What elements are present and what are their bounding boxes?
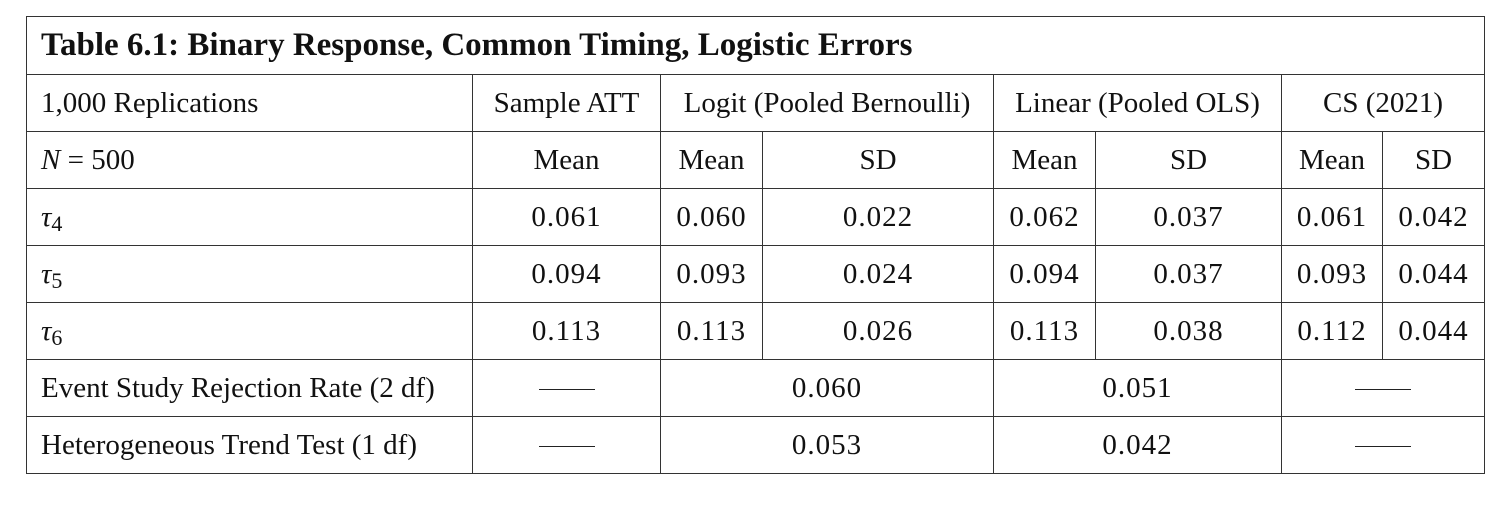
table-cell: 0.051 (993, 359, 1282, 417)
table-cell: 0.024 (762, 245, 994, 303)
sample-size-value: = 500 (60, 143, 135, 176)
table-cell: 0.022 (762, 188, 994, 246)
stat-header: Mean (993, 131, 1096, 189)
table-cell: 0.061 (1281, 188, 1383, 246)
table-cell: 0.042 (993, 416, 1282, 474)
table-cell: 0.112 (1281, 302, 1383, 360)
sample-size-label: N = 500 (26, 131, 473, 189)
table-cell: 0.062 (993, 188, 1096, 246)
empty-cell-dash (472, 416, 661, 474)
header-row-stats: N = 500 Mean Mean SD Mean SD Mean SD (26, 131, 1486, 189)
table-cell: 0.113 (993, 302, 1096, 360)
row-label: τ4 (26, 188, 473, 246)
table-cell: 0.093 (1281, 245, 1383, 303)
table-row-tau5: τ5 0.094 0.093 0.024 0.094 0.037 0.093 0… (26, 245, 1486, 303)
tau-subscript: 6 (51, 324, 63, 350)
row-label: τ5 (26, 245, 473, 303)
group-header-logit: Logit (Pooled Bernoulli) (660, 74, 994, 132)
table-cell: 0.037 (1095, 245, 1282, 303)
stat-header: Mean (660, 131, 763, 189)
table-cell: 0.094 (993, 245, 1096, 303)
table-row-event-study: Event Study Rejection Rate (2 df) 0.060 … (26, 359, 1486, 417)
dash-line (1355, 389, 1412, 391)
empty-cell-dash (1280, 359, 1486, 417)
table-cell: 0.093 (660, 245, 763, 303)
row-label: τ6 (26, 302, 473, 360)
table-cell: 0.113 (660, 302, 763, 360)
table-cell: 0.094 (472, 245, 661, 303)
group-header-sample-att: Sample ATT (472, 74, 661, 132)
results-table-container: Table 6.1: Binary Response, Common Timin… (25, 16, 1486, 474)
test-label: Heterogeneous Trend Test (1 df) (26, 416, 473, 474)
stat-header: Mean (1281, 131, 1383, 189)
table-title: Table 6.1: Binary Response, Common Timin… (25, 16, 1486, 75)
table-cell: 0.026 (762, 302, 994, 360)
sample-size-var: N (41, 143, 61, 176)
table-cell: 0.037 (1095, 188, 1282, 246)
results-table: Table 6.1: Binary Response, Common Timin… (25, 16, 1486, 474)
table-cell: 0.044 (1381, 245, 1486, 303)
table-number: Table 6.1 (41, 27, 169, 63)
title-row: Table 6.1: Binary Response, Common Timin… (25, 16, 1486, 75)
empty-cell-dash (472, 359, 661, 417)
table-row-trend-test: Heterogeneous Trend Test (1 df) 0.053 0.… (26, 416, 1486, 474)
table-cell: 0.044 (1381, 302, 1486, 360)
group-header-cs: CS (2021) (1280, 74, 1486, 132)
table-cell: 0.060 (660, 359, 994, 417)
table-cell: 0.038 (1095, 302, 1282, 360)
test-label: Event Study Rejection Rate (2 df) (26, 359, 473, 417)
dash-line (1355, 446, 1412, 448)
table-caption: : Binary Response, Common Timing, Logist… (168, 27, 913, 63)
table-cell: 0.061 (472, 188, 661, 246)
dash-line (538, 446, 595, 448)
tau-subscript: 4 (51, 210, 63, 236)
table-cell: 0.113 (472, 302, 661, 360)
dash-line (538, 389, 595, 391)
tau-symbol: τ (41, 200, 52, 233)
table-cell: 0.042 (1381, 188, 1486, 246)
tau-symbol: τ (41, 314, 52, 347)
stat-header: Mean (472, 131, 661, 189)
tau-subscript: 5 (51, 267, 63, 293)
stat-header: SD (1095, 131, 1282, 189)
table-cell: 0.060 (660, 188, 763, 246)
table-row-tau4: τ4 0.061 0.060 0.022 0.062 0.037 0.061 0… (26, 188, 1486, 246)
replications-label: 1,000 Replications (26, 74, 473, 132)
table-row-tau6: τ6 0.113 0.113 0.026 0.113 0.038 0.112 0… (26, 302, 1486, 360)
tau-symbol: τ (41, 257, 52, 290)
table-cell: 0.053 (660, 416, 994, 474)
header-row-groups: 1,000 Replications Sample ATT Logit (Poo… (26, 74, 1486, 132)
group-header-linear: Linear (Pooled OLS) (993, 74, 1282, 132)
stat-header: SD (1381, 131, 1486, 189)
empty-cell-dash (1280, 416, 1486, 474)
stat-header: SD (762, 131, 994, 189)
